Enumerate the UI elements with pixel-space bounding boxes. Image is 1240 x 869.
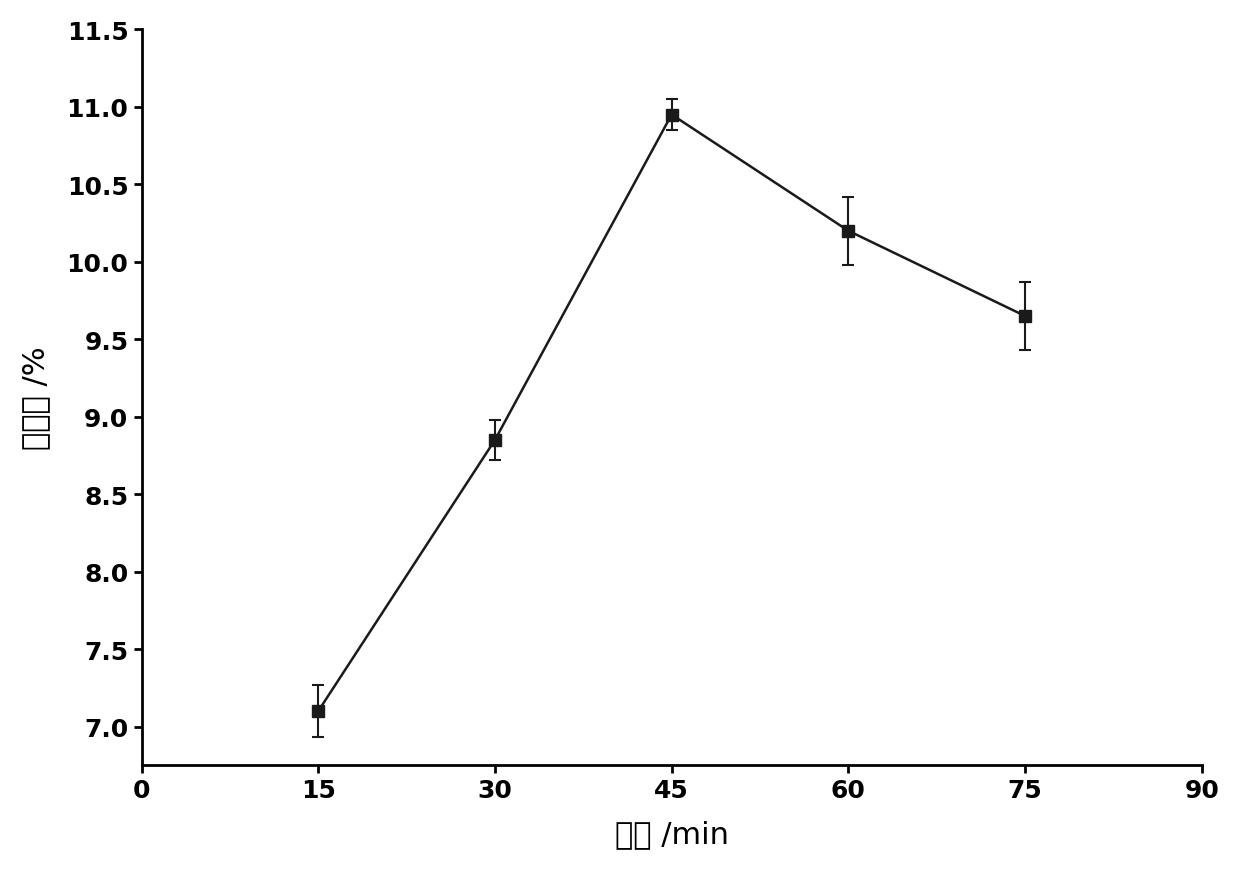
X-axis label: 时间 /min: 时间 /min [615,819,729,848]
Y-axis label: 提取率 /%: 提取率 /% [21,346,50,449]
